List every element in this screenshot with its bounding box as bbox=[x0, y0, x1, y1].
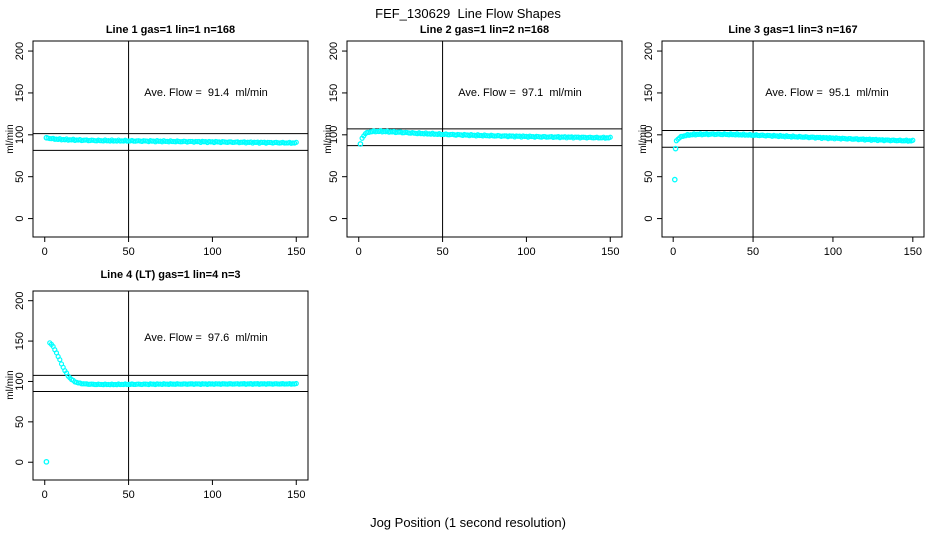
x-tick-label: 0 bbox=[356, 246, 362, 258]
data-point bbox=[169, 381, 175, 387]
data-point bbox=[283, 381, 289, 387]
x-tick-label: 150 bbox=[287, 246, 305, 258]
y-tick-label: 150 bbox=[14, 84, 26, 102]
data-point bbox=[57, 357, 63, 363]
y-tick-label: 100 bbox=[328, 126, 340, 144]
y-tick-label: 0 bbox=[643, 216, 655, 222]
panel2-ave-flow-label: Ave. Flow = 97.1 ml/min bbox=[458, 87, 582, 99]
data-point bbox=[910, 137, 916, 143]
x-tick-label: 100 bbox=[517, 246, 535, 258]
y-tick-label: 150 bbox=[643, 84, 655, 102]
panel3-title: Line 3 gas=1 lin=3 n=167 bbox=[728, 24, 858, 36]
y-tick-label: 200 bbox=[14, 42, 26, 60]
plot-box bbox=[32, 290, 309, 481]
x-tick-label: 150 bbox=[904, 246, 922, 258]
plot-box bbox=[661, 40, 925, 238]
x-tick-label: 150 bbox=[601, 246, 619, 258]
y-tick-label: 100 bbox=[643, 126, 655, 144]
outlier-point bbox=[672, 145, 679, 152]
panel2-title: Line 2 gas=1 lin=2 n=168 bbox=[419, 24, 550, 36]
x-tick-label: 150 bbox=[287, 489, 305, 501]
panel-plot-1: 0 50 100 150 0 50 100 150 200 bbox=[14, 40, 309, 258]
plot-box bbox=[346, 40, 623, 238]
x-tick-label: 50 bbox=[122, 246, 134, 258]
x-tick-label: 100 bbox=[203, 246, 221, 258]
x-tick-label: 0 bbox=[42, 246, 48, 258]
y-tick-label: 200 bbox=[328, 42, 340, 60]
y-tick-label: 100 bbox=[14, 126, 26, 144]
panel-plot-3: 0 50 100 150 0 50 100 150 200 bbox=[643, 40, 925, 258]
x-tick-label: 0 bbox=[670, 246, 676, 258]
y-tick-label: 0 bbox=[14, 459, 26, 465]
outlier-point bbox=[357, 141, 364, 147]
y-tick-label: 150 bbox=[14, 332, 26, 350]
data-point bbox=[188, 381, 194, 387]
x-axis-label: Jog Position (1 second resolution) bbox=[370, 515, 566, 530]
x-tick-label: 50 bbox=[122, 489, 134, 501]
figure-title: FEF_130629 Line Flow Shapes bbox=[375, 6, 561, 21]
panel-plot-2: 0 50 100 150 0 50 100 150 200 bbox=[328, 40, 623, 258]
x-tick-label: 50 bbox=[436, 246, 448, 258]
y-tick-label: 50 bbox=[643, 171, 655, 183]
plot-box bbox=[32, 40, 309, 238]
x-tick-label: 0 bbox=[42, 489, 48, 501]
x-tick-label: 100 bbox=[203, 489, 221, 501]
panel4-title: Line 4 (LT) gas=1 lin=4 n=3 bbox=[100, 269, 241, 281]
outlier-point bbox=[671, 176, 678, 183]
data-point bbox=[238, 381, 244, 387]
panel4-ave-flow-label: Ave. Flow = 97.6 ml/min bbox=[144, 332, 268, 344]
y-tick-label: 50 bbox=[14, 171, 26, 183]
panel1-ave-flow-label: Ave. Flow = 91.4 ml/min bbox=[144, 87, 268, 99]
data-point bbox=[607, 134, 613, 140]
data-points bbox=[671, 131, 916, 183]
data-point bbox=[265, 381, 271, 387]
y-tick-label: 50 bbox=[14, 416, 26, 428]
panel-plot-4: 0 50 100 150 0 50 100 150 200 bbox=[14, 290, 309, 501]
x-tick-label: 50 bbox=[747, 246, 759, 258]
outlier-point bbox=[43, 134, 50, 141]
y-tick-label: 0 bbox=[328, 216, 340, 222]
data-point bbox=[293, 380, 299, 387]
outlier-point bbox=[43, 458, 50, 465]
y-tick-label: 200 bbox=[643, 42, 655, 60]
data-points bbox=[43, 340, 299, 465]
data-points bbox=[357, 128, 613, 147]
y-tick-label: 0 bbox=[14, 216, 26, 222]
data-points bbox=[43, 134, 299, 146]
data-point bbox=[226, 381, 232, 387]
y-tick-label: 150 bbox=[328, 84, 340, 102]
data-point bbox=[293, 139, 299, 145]
y-tick-label: 100 bbox=[14, 372, 26, 390]
panel1-title: Line 1 gas=1 lin=1 n=168 bbox=[105, 24, 236, 36]
x-tick-label: 100 bbox=[824, 246, 842, 258]
y-tick-label: 200 bbox=[14, 292, 26, 310]
y-tick-label: 50 bbox=[328, 171, 340, 183]
panel3-ave-flow-label: Ave. Flow = 95.1 ml/min bbox=[765, 87, 889, 99]
